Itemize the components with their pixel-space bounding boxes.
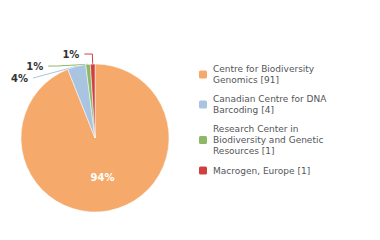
svg-text:Barcoding [4]: Barcoding [4]: [213, 105, 274, 115]
svg-text:Resources [1]: Resources [1]: [213, 146, 275, 156]
svg-text:Canadian Centre for DNA: Canadian Centre for DNA: [213, 94, 327, 104]
svg-text:1%: 1%: [26, 61, 43, 72]
svg-text:94%: 94%: [91, 172, 115, 183]
svg-text:Centre for Biodiversity: Centre for Biodiversity: [213, 64, 315, 74]
svg-text:1%: 1%: [62, 49, 79, 60]
svg-text:Research Center in: Research Center in: [213, 124, 299, 134]
svg-text:Macrogen, Europe [1]: Macrogen, Europe [1]: [213, 166, 310, 176]
svg-text:4%: 4%: [11, 73, 28, 84]
svg-text:Biodiversity and Genetic: Biodiversity and Genetic: [213, 135, 323, 145]
svg-text:Genomics [91]: Genomics [91]: [213, 75, 279, 85]
